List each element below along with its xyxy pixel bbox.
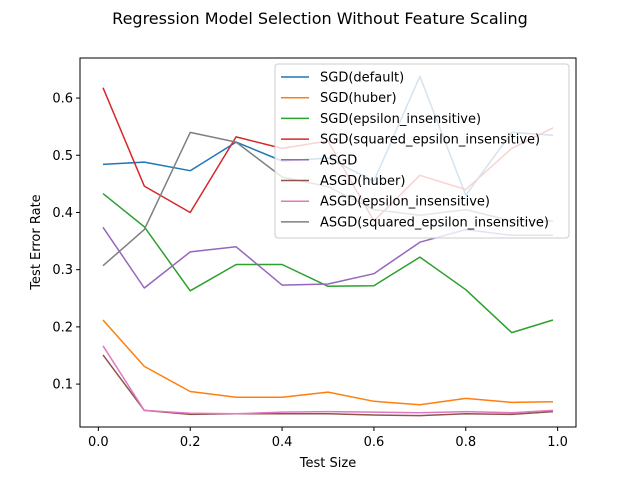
- legend-label-0: SGD(default): [320, 71, 404, 86]
- legend-label-6: ASGD(epsilon_insensitive): [320, 195, 490, 210]
- legend-label-3: SGD(squared_epsilon_insensitive): [320, 133, 540, 148]
- y-tick-label: 0.4: [52, 206, 73, 221]
- y-axis-label: Test Error Rate: [29, 194, 44, 290]
- chart-title: Regression Model Selection Without Featu…: [112, 9, 528, 28]
- series-line-1: [102, 319, 554, 406]
- legend-label-5: ASGD(huber): [320, 174, 405, 189]
- legend-box: [274, 63, 570, 239]
- legend: SGD(default) SGD(huber) SGD(epsilon_insens…: [274, 63, 570, 239]
- y-tick-label: 0.1: [52, 378, 73, 393]
- legend-label-4: ASGD: [320, 153, 357, 168]
- x-axis: 0.0 0.2 0.4 0.6 0.8 1.0: [88, 427, 568, 450]
- legend-label-2: SGD(epsilon_insensitive): [320, 112, 481, 127]
- series-line-6: [102, 345, 554, 415]
- x-tick-label: 0.8: [455, 435, 476, 450]
- x-tick-label: 0.6: [364, 435, 385, 450]
- x-axis-label: Test Size: [299, 456, 356, 471]
- y-axis: 0.1 0.2 0.3 0.4 0.5 0.6: [52, 92, 80, 393]
- series-line-2: [102, 193, 554, 334]
- y-tick-label: 0.3: [52, 263, 73, 278]
- legend-label-7: ASGD(squared_epsilon_insensitive): [320, 215, 549, 230]
- x-tick-label: 0.2: [180, 435, 201, 450]
- y-tick-label: 0.2: [52, 320, 73, 335]
- y-tick-label: 0.6: [52, 92, 73, 107]
- x-tick-label: 1.0: [547, 435, 568, 450]
- x-tick-label: 0.4: [272, 435, 293, 450]
- legend-label-1: SGD(huber): [320, 91, 397, 106]
- x-tick-label: 0.0: [88, 435, 109, 450]
- y-tick-label: 0.5: [52, 149, 73, 164]
